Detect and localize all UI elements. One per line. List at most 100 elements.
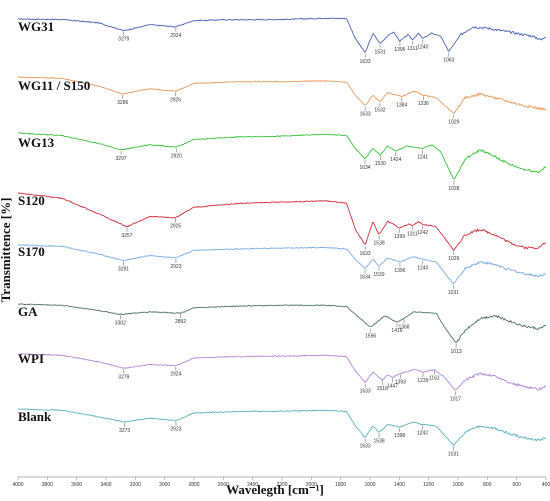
- peak-label: 1531: [375, 50, 386, 56]
- peak-label: 1240: [417, 45, 428, 51]
- peak-label: 1239: [417, 378, 428, 384]
- peak-label: 1384: [396, 103, 407, 109]
- peak-label: 1029: [448, 119, 459, 125]
- series-group: S170 3281 2923 1634 1539 1396 1240 1031: [17, 244, 547, 296]
- peak-label: 3279: [118, 37, 129, 43]
- peak-label: 1633: [360, 251, 371, 257]
- x-tick-label: 600: [512, 482, 521, 488]
- peak-label: 1447: [387, 383, 398, 389]
- peak-label: 1399: [394, 234, 405, 240]
- x-tick-label: 3400: [100, 482, 111, 488]
- x-tick-label: 1400: [394, 482, 405, 488]
- peak-label: 1396: [394, 47, 405, 53]
- x-tick-label: 1800: [335, 482, 346, 488]
- x-tick-label: 3000: [159, 482, 170, 488]
- peak-label: 2924: [170, 33, 181, 39]
- peak-label: 2920: [171, 153, 182, 159]
- x-tick-label: 1600: [364, 482, 375, 488]
- peak-label: 1596: [365, 333, 376, 339]
- peak-label: 3302: [115, 320, 126, 326]
- peak-label: 3297: [116, 156, 127, 162]
- peak-label: 1063: [443, 58, 454, 64]
- peak-label: 1538: [374, 241, 385, 247]
- x-tick-label: 2600: [218, 482, 229, 488]
- peak-label: 1538: [374, 438, 385, 444]
- series-line: [17, 303, 547, 344]
- peak-label: 2892: [175, 319, 186, 325]
- peak-label: 1161: [429, 376, 440, 382]
- peak-label: 1013: [451, 349, 462, 355]
- series-group: WG13 3297 2920 1634 1530 1424 1241 1028: [17, 132, 547, 192]
- series-name-label: S120: [18, 193, 45, 208]
- x-tick-label: 2000: [306, 482, 317, 488]
- series-group: WG31 3279 2924 1633 1531 1396 1311 1240 1063: [18, 17, 547, 65]
- peak-label: 1416: [391, 328, 402, 334]
- series-line: [17, 408, 547, 446]
- peak-label: 1634: [359, 274, 370, 280]
- x-tick-label: 1000: [452, 482, 463, 488]
- peak-label: 1633: [360, 389, 371, 395]
- peak-label: 2923: [170, 427, 181, 433]
- peak-label: 3281: [118, 267, 129, 273]
- peak-label: 1398: [394, 433, 405, 439]
- series-name-label: WG13: [18, 135, 55, 150]
- peak-label: 1031: [448, 451, 459, 457]
- x-tick-label: 2200: [276, 482, 287, 488]
- series-name-label: S170: [18, 244, 45, 259]
- peak-label: 2923: [170, 264, 181, 270]
- peak-label: 1311: [407, 46, 418, 52]
- peak-label: 1396: [394, 268, 405, 274]
- peak-label: 1240: [417, 265, 428, 271]
- peak-label: 2926: [170, 97, 181, 103]
- peak-label: 1424: [390, 157, 401, 163]
- x-tick-label: 3600: [71, 482, 82, 488]
- peak-label: 1028: [448, 186, 459, 192]
- series-line: [17, 244, 547, 285]
- peak-label: 2924: [170, 372, 181, 378]
- peak-label: 3273: [119, 428, 130, 434]
- peak-label: 1031: [448, 290, 459, 296]
- series-line: [17, 353, 547, 391]
- peak-label: 1633: [360, 444, 371, 450]
- peak-label: 1633: [360, 112, 371, 118]
- series-name-label: GA: [18, 304, 38, 319]
- peak-label: 3279: [118, 374, 129, 380]
- x-axis-title: Wavelegth [cm⁻¹]: [226, 482, 324, 497]
- peak-label: 2925: [170, 224, 181, 230]
- x-tick-label: 3200: [130, 482, 141, 488]
- peak-label: 1236: [418, 101, 429, 107]
- peak-label: 1017: [450, 396, 461, 402]
- series-name-label: WG11 / S150: [18, 78, 90, 93]
- peak-label: 3286: [117, 100, 128, 106]
- y-axis-title: Transmittence [%]: [0, 198, 13, 303]
- x-tick-label: 2800: [188, 482, 199, 488]
- x-tick-label: 1200: [423, 482, 434, 488]
- series-name-label: Blank: [18, 409, 52, 424]
- peak-label: 1242: [417, 230, 428, 236]
- series-line: [17, 192, 547, 251]
- series-line: [17, 76, 547, 114]
- peak-label: 1393: [395, 380, 406, 386]
- peak-label: 1242: [417, 431, 428, 437]
- x-tick-label: 3800: [42, 482, 53, 488]
- peak-label: 1029: [448, 256, 459, 262]
- x-tick-label: 400: [542, 482, 550, 488]
- x-tick-label: 2400: [247, 482, 258, 488]
- x-tick-label: 4000: [12, 482, 23, 488]
- peak-label: 1516: [377, 386, 388, 392]
- peak-label: 1311: [407, 232, 418, 238]
- peak-label: 1368: [398, 324, 409, 330]
- peak-label: 1634: [359, 165, 370, 171]
- series-name-label: WG31: [18, 19, 54, 34]
- peak-label: 1539: [373, 272, 384, 278]
- peak-label: 1241: [417, 155, 428, 161]
- series-name-label: WPI: [18, 351, 44, 366]
- x-tick-label: 800: [483, 482, 492, 488]
